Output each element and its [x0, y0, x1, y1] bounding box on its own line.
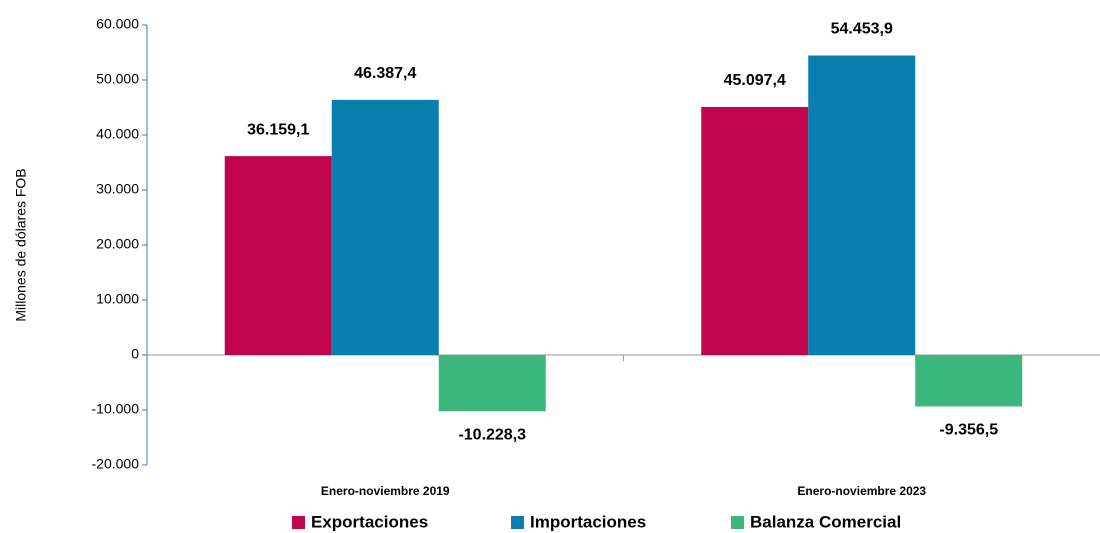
- bar: [701, 106, 809, 356]
- legend-swatch: [511, 516, 524, 529]
- data-label: 45.097,4: [724, 72, 786, 89]
- y-tick-label: 20.000: [96, 236, 139, 252]
- data-label: 54.453,9: [831, 21, 893, 38]
- y-tick-label: 10.000: [96, 291, 139, 307]
- bar: [224, 156, 332, 355]
- data-label: -10.228,3: [458, 426, 526, 443]
- bar: [438, 355, 546, 412]
- bar: [331, 99, 439, 356]
- y-tick-label: -10.000: [92, 401, 140, 417]
- legend-swatch: [292, 516, 305, 529]
- bar: [915, 355, 1023, 407]
- legend-label: Exportaciones: [311, 512, 428, 531]
- y-tick-label: 40.000: [96, 126, 139, 142]
- data-label: 46.387,4: [354, 65, 416, 82]
- legend-label: Importaciones: [530, 512, 646, 531]
- y-axis-label: Millones de dólares FOB: [13, 168, 29, 321]
- x-tick-label: Enero-noviembre 2023: [797, 484, 926, 498]
- legend-swatch: [731, 516, 744, 529]
- y-tick-label: 50.000: [96, 71, 139, 87]
- legend-label: Balanza Comercial: [750, 512, 901, 531]
- y-tick-label: -20.000: [92, 456, 140, 472]
- data-label: -9.356,5: [939, 422, 998, 439]
- y-tick-label: 30.000: [96, 181, 139, 197]
- y-tick-label: 60.000: [96, 16, 139, 32]
- data-label: 36.159,1: [247, 121, 309, 138]
- x-tick-label: Enero-noviembre 2019: [321, 484, 450, 498]
- bar: [808, 55, 916, 356]
- y-tick-label: 0: [131, 346, 139, 362]
